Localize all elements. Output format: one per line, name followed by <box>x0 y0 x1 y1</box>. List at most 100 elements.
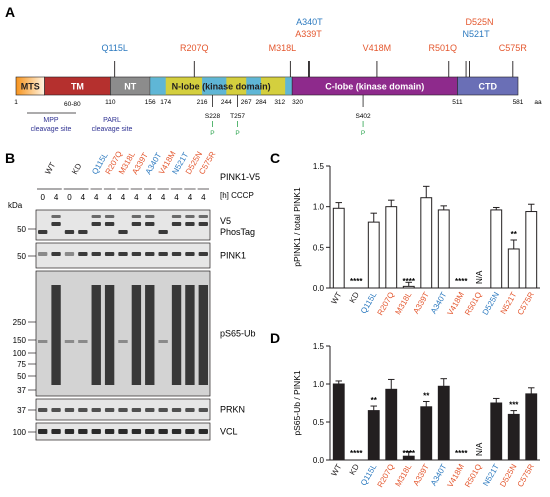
domain-label-tm: TM <box>71 82 84 92</box>
mutation-q115l: Q115L <box>101 43 127 53</box>
bar-D-q115l <box>367 410 380 461</box>
x-tick-label-C-kd: KD <box>348 290 361 304</box>
band-pink1-lane-5 <box>104 252 115 256</box>
x-tick-label-C-m318l: M318L <box>393 290 413 316</box>
nlobe-blue-segment-3 <box>246 77 261 95</box>
x-tick-label-C-a339t: A339T <box>411 290 431 315</box>
smear-pub-lane-12 <box>198 285 208 385</box>
cleavage-annotations: 60-80 MPP cleavage site PARL cleavage si… <box>27 101 133 133</box>
y-tick-label-C-1-0: 1.0 <box>313 203 325 212</box>
band-prkn-lane-9 <box>158 408 168 412</box>
cccp-value-n521t-0: 4 <box>174 193 179 202</box>
faint-pub-lane-3 <box>78 340 88 343</box>
domain-label-nt: NT <box>124 82 136 92</box>
x-tick-label-D-r501q: R501Q <box>463 463 483 489</box>
blot-label-prkn: PRKN <box>220 405 245 415</box>
nlobe-blue-segment-2 <box>202 77 227 95</box>
nlobe-blue-segment-1 <box>150 77 166 95</box>
position-174: 174 <box>160 99 171 106</box>
band-prkn-lane-3 <box>78 408 88 412</box>
x-tick-label-D-r207q: R207Q <box>376 463 396 489</box>
bar-C-m318l <box>402 285 415 289</box>
mutation-labels: Q115L R207Q A340T A339T M318L V418M R501Q D525N… <box>101 17 527 77</box>
bar-C-q115l <box>367 221 380 289</box>
marker-ps65-ub-100: 100 <box>13 349 27 358</box>
blot-label-ps65-ub: pS65-Ub <box>220 329 256 339</box>
x-tick-label-D-wt: WT <box>329 462 343 477</box>
band-prkn-lane-7 <box>131 408 142 412</box>
domain-label-mts: MTS <box>21 82 40 92</box>
y-tick-label-D-1-5: 1.5 <box>313 342 325 351</box>
band-prkn-lane-0 <box>38 408 48 412</box>
bar-D-a339t <box>420 406 433 461</box>
blot-frame-ps65-ub <box>35 270 211 397</box>
band-v5-lane-0 <box>38 230 48 234</box>
annotation-C-n521t: ** <box>511 230 518 239</box>
marker-ps65-ub-50: 50 <box>17 372 26 381</box>
faint-pub-lane-6 <box>118 340 128 343</box>
position-312: 312 <box>274 99 285 106</box>
band-vcl-lane-5 <box>104 429 115 434</box>
band-v5-upper-lane-12 <box>198 215 208 218</box>
mutation-m318l: M318L <box>269 43 297 53</box>
mpp-label: MPP <box>43 117 59 124</box>
band-v5-lane-8 <box>145 222 155 226</box>
x-tick-label-C-wt: WT <box>329 290 343 305</box>
band-v5-lane-9 <box>158 230 168 234</box>
lane-name-kd: KD <box>70 162 83 176</box>
x-tick-label-D-kd: KD <box>348 462 361 476</box>
panel-b-label: B <box>5 150 15 166</box>
mpp-cleavage-label: cleavage site <box>31 126 72 133</box>
range-label: 60-80 <box>64 101 81 108</box>
band-v5-upper-lane-8 <box>145 215 155 218</box>
marker-v5-phostag-50: 50 <box>17 225 26 234</box>
marker-pink1-50: 50 <box>17 252 26 261</box>
cccp-value-kd-1: 4 <box>81 193 86 202</box>
position-320: 320 <box>292 99 303 106</box>
band-vcl-lane-12 <box>198 429 208 434</box>
phospho-sites: S228 P T257 P S402 P <box>205 95 371 137</box>
x-tick-label-C-r207q: R207Q <box>376 291 396 317</box>
band-v5-lane-4 <box>91 222 101 226</box>
annotation-D-a339t: ** <box>423 391 430 400</box>
y-tick-label-C-1-5: 1.5 <box>313 162 325 171</box>
smear-pub-lane-11 <box>185 285 195 385</box>
band-prkn-lane-8 <box>145 408 155 412</box>
smear-pub-lane-10 <box>171 285 182 385</box>
domain-label-ctd: CTD <box>478 82 497 92</box>
lane-name-wt: WT <box>43 161 57 176</box>
bar-C-a340t <box>437 209 450 289</box>
x-tick-label-D-a339t: A339T <box>411 462 431 487</box>
position-581: 581 <box>513 99 524 106</box>
position-110: 110 <box>105 99 116 106</box>
mutation-a340t: A340T <box>296 17 323 27</box>
band-pink1-lane-7 <box>131 252 142 256</box>
domain-label-c-lobe-kinase-domain: C-lobe (kinase domain) <box>325 82 424 92</box>
band-pink1-lane-12 <box>198 252 208 256</box>
phospho-p-t257: P <box>235 130 239 137</box>
band-v5-upper-lane-1 <box>51 215 61 218</box>
x-tick-label-C-c575r: C575R <box>516 290 536 316</box>
band-prkn-lane-11 <box>185 408 195 412</box>
mutation-n521t: N521T <box>463 29 491 39</box>
phospho-site-t257: T257 <box>230 113 245 120</box>
blot-vcl: 100 VCL <box>13 422 238 441</box>
cccp-value-kd-0: 0 <box>67 193 72 202</box>
y-tick-label-C-0-0: 0.0 <box>313 284 325 293</box>
annotation-D-kd: **** <box>350 449 363 458</box>
domain-label-n-lobe-kinase-domain: N-lobe (kinase domain) <box>172 82 271 92</box>
band-v5-upper-lane-11 <box>185 215 195 218</box>
mutation-r207q: R207Q <box>180 43 209 53</box>
bar-C-r207q <box>385 206 398 289</box>
cccp-value-q115l-0: 4 <box>94 193 99 202</box>
blot-label2-v5-phostag: PhosTag <box>220 227 255 237</box>
smear-pub-lane-8 <box>145 285 155 385</box>
cccp-value-d525n-0: 4 <box>188 193 193 202</box>
band-vcl-lane-9 <box>158 429 168 434</box>
band-v5-lane-5 <box>104 222 115 226</box>
bar-C-a339t <box>420 197 433 289</box>
phospho-p-s228: P <box>210 130 214 137</box>
